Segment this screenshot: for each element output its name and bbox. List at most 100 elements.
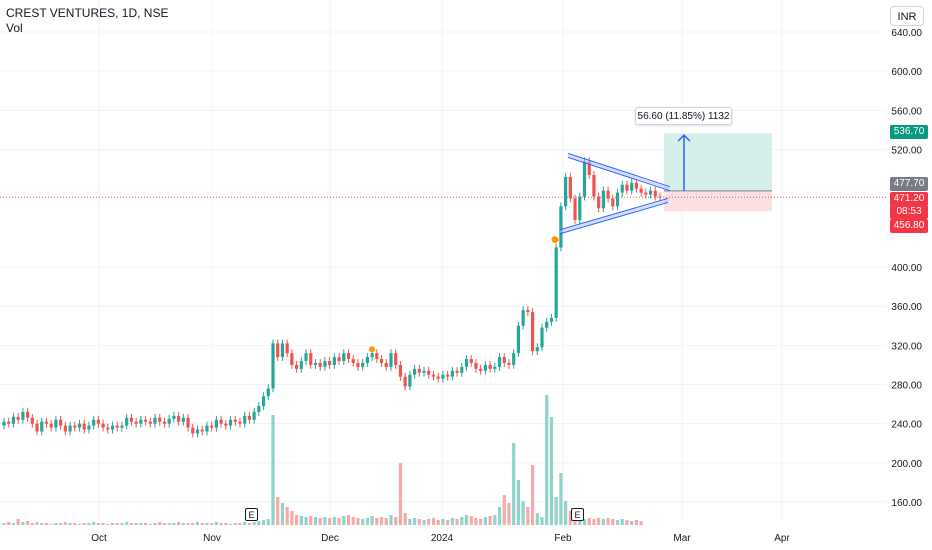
candle-body [606,190,610,199]
candle [304,349,308,365]
volume-bar [460,517,464,525]
candle-body [436,376,440,379]
candle [172,411,176,423]
candle-body [658,196,662,198]
volume-bar [177,522,181,525]
candle-body [370,353,374,358]
candle [318,359,322,371]
candle-body [379,359,384,363]
earnings-icon[interactable]: E [571,508,584,521]
candle [611,194,615,211]
earnings-icon[interactable]: E [245,508,258,521]
volume-bar [502,495,506,525]
volume-bar [162,523,167,525]
price-tick-label: 600.00 [891,67,922,78]
candle-body [648,190,653,195]
candle-body [40,421,44,432]
candle-body [332,357,336,365]
candle [110,421,115,434]
candle [398,361,403,381]
candle [153,413,157,428]
candle [408,370,412,391]
volume-bar [276,497,280,525]
volume-bar [408,519,412,525]
triangle-upper-line [567,152,671,188]
candle-body [82,423,86,430]
candle [436,372,440,383]
last-price-tag: 471.20 [890,192,928,206]
candle [247,411,252,424]
candle [125,413,129,430]
volume-bar [497,507,502,525]
volume-bar [549,417,554,525]
candle [431,370,436,381]
volume-bar [630,521,634,525]
candle-body [125,417,129,426]
volume-bar [431,518,436,525]
volume-bar [7,522,11,525]
candle [313,359,318,369]
candle [403,372,407,391]
price-tick-label: 520.00 [891,146,922,157]
candle-body [11,416,16,424]
candle [181,413,185,426]
candle-body [25,411,30,418]
candle [460,362,464,377]
candle [59,415,63,430]
price-tick-label: 280.00 [891,381,922,392]
volume-bar [219,523,223,525]
candle-body [224,423,228,426]
entry-price-tag: 477.70 [890,177,928,191]
candle-body [16,416,20,420]
volume-bar [120,523,124,525]
candle-body [280,343,285,358]
volume-bar [535,513,539,525]
stop-zone [664,190,772,212]
volume-bar [375,518,379,525]
symbol-title[interactable]: CREST VENTURES, 1D, NSE [6,6,169,20]
candle-body [521,310,525,326]
candle [68,421,72,436]
candle [271,339,275,393]
volume-bar [129,523,134,525]
volume-indicator-label[interactable]: Vol [6,21,23,35]
candle-body [148,421,152,424]
volume-bar [87,523,91,525]
candle-body [597,196,601,209]
volume-bar [361,519,365,525]
candle [568,173,572,203]
candle-body [375,353,379,360]
candle-body [285,343,289,354]
candle-body [87,425,91,430]
candle-body [639,188,643,193]
candle [639,184,643,197]
candle [549,314,554,326]
candle [290,349,294,369]
volume-bar [351,517,355,525]
candle-body [54,419,58,428]
candle [516,321,521,358]
time-tick-label: Feb [554,533,572,544]
candle-body [181,417,185,422]
volume-bar [243,522,247,525]
candle [564,173,568,211]
candle-body [77,423,82,428]
volume-bar [639,521,643,525]
candle-body [530,312,535,352]
currency-button[interactable]: INR [890,6,924,26]
volume-bar [266,519,270,525]
volume-bar [625,520,629,525]
candle [573,194,577,224]
candle-body [172,415,176,419]
candle [361,359,365,371]
candle-body [153,417,157,424]
volume-bar [389,515,393,525]
volume-bar [323,517,327,525]
candle [554,243,558,322]
signal-dot [369,346,375,353]
candle [257,402,261,416]
candle [252,408,256,424]
volume-bar [295,515,299,525]
volume-bar [568,511,572,525]
